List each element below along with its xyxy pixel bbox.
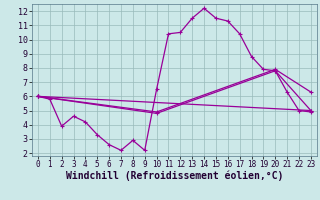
X-axis label: Windchill (Refroidissement éolien,°C): Windchill (Refroidissement éolien,°C) [66, 171, 283, 181]
